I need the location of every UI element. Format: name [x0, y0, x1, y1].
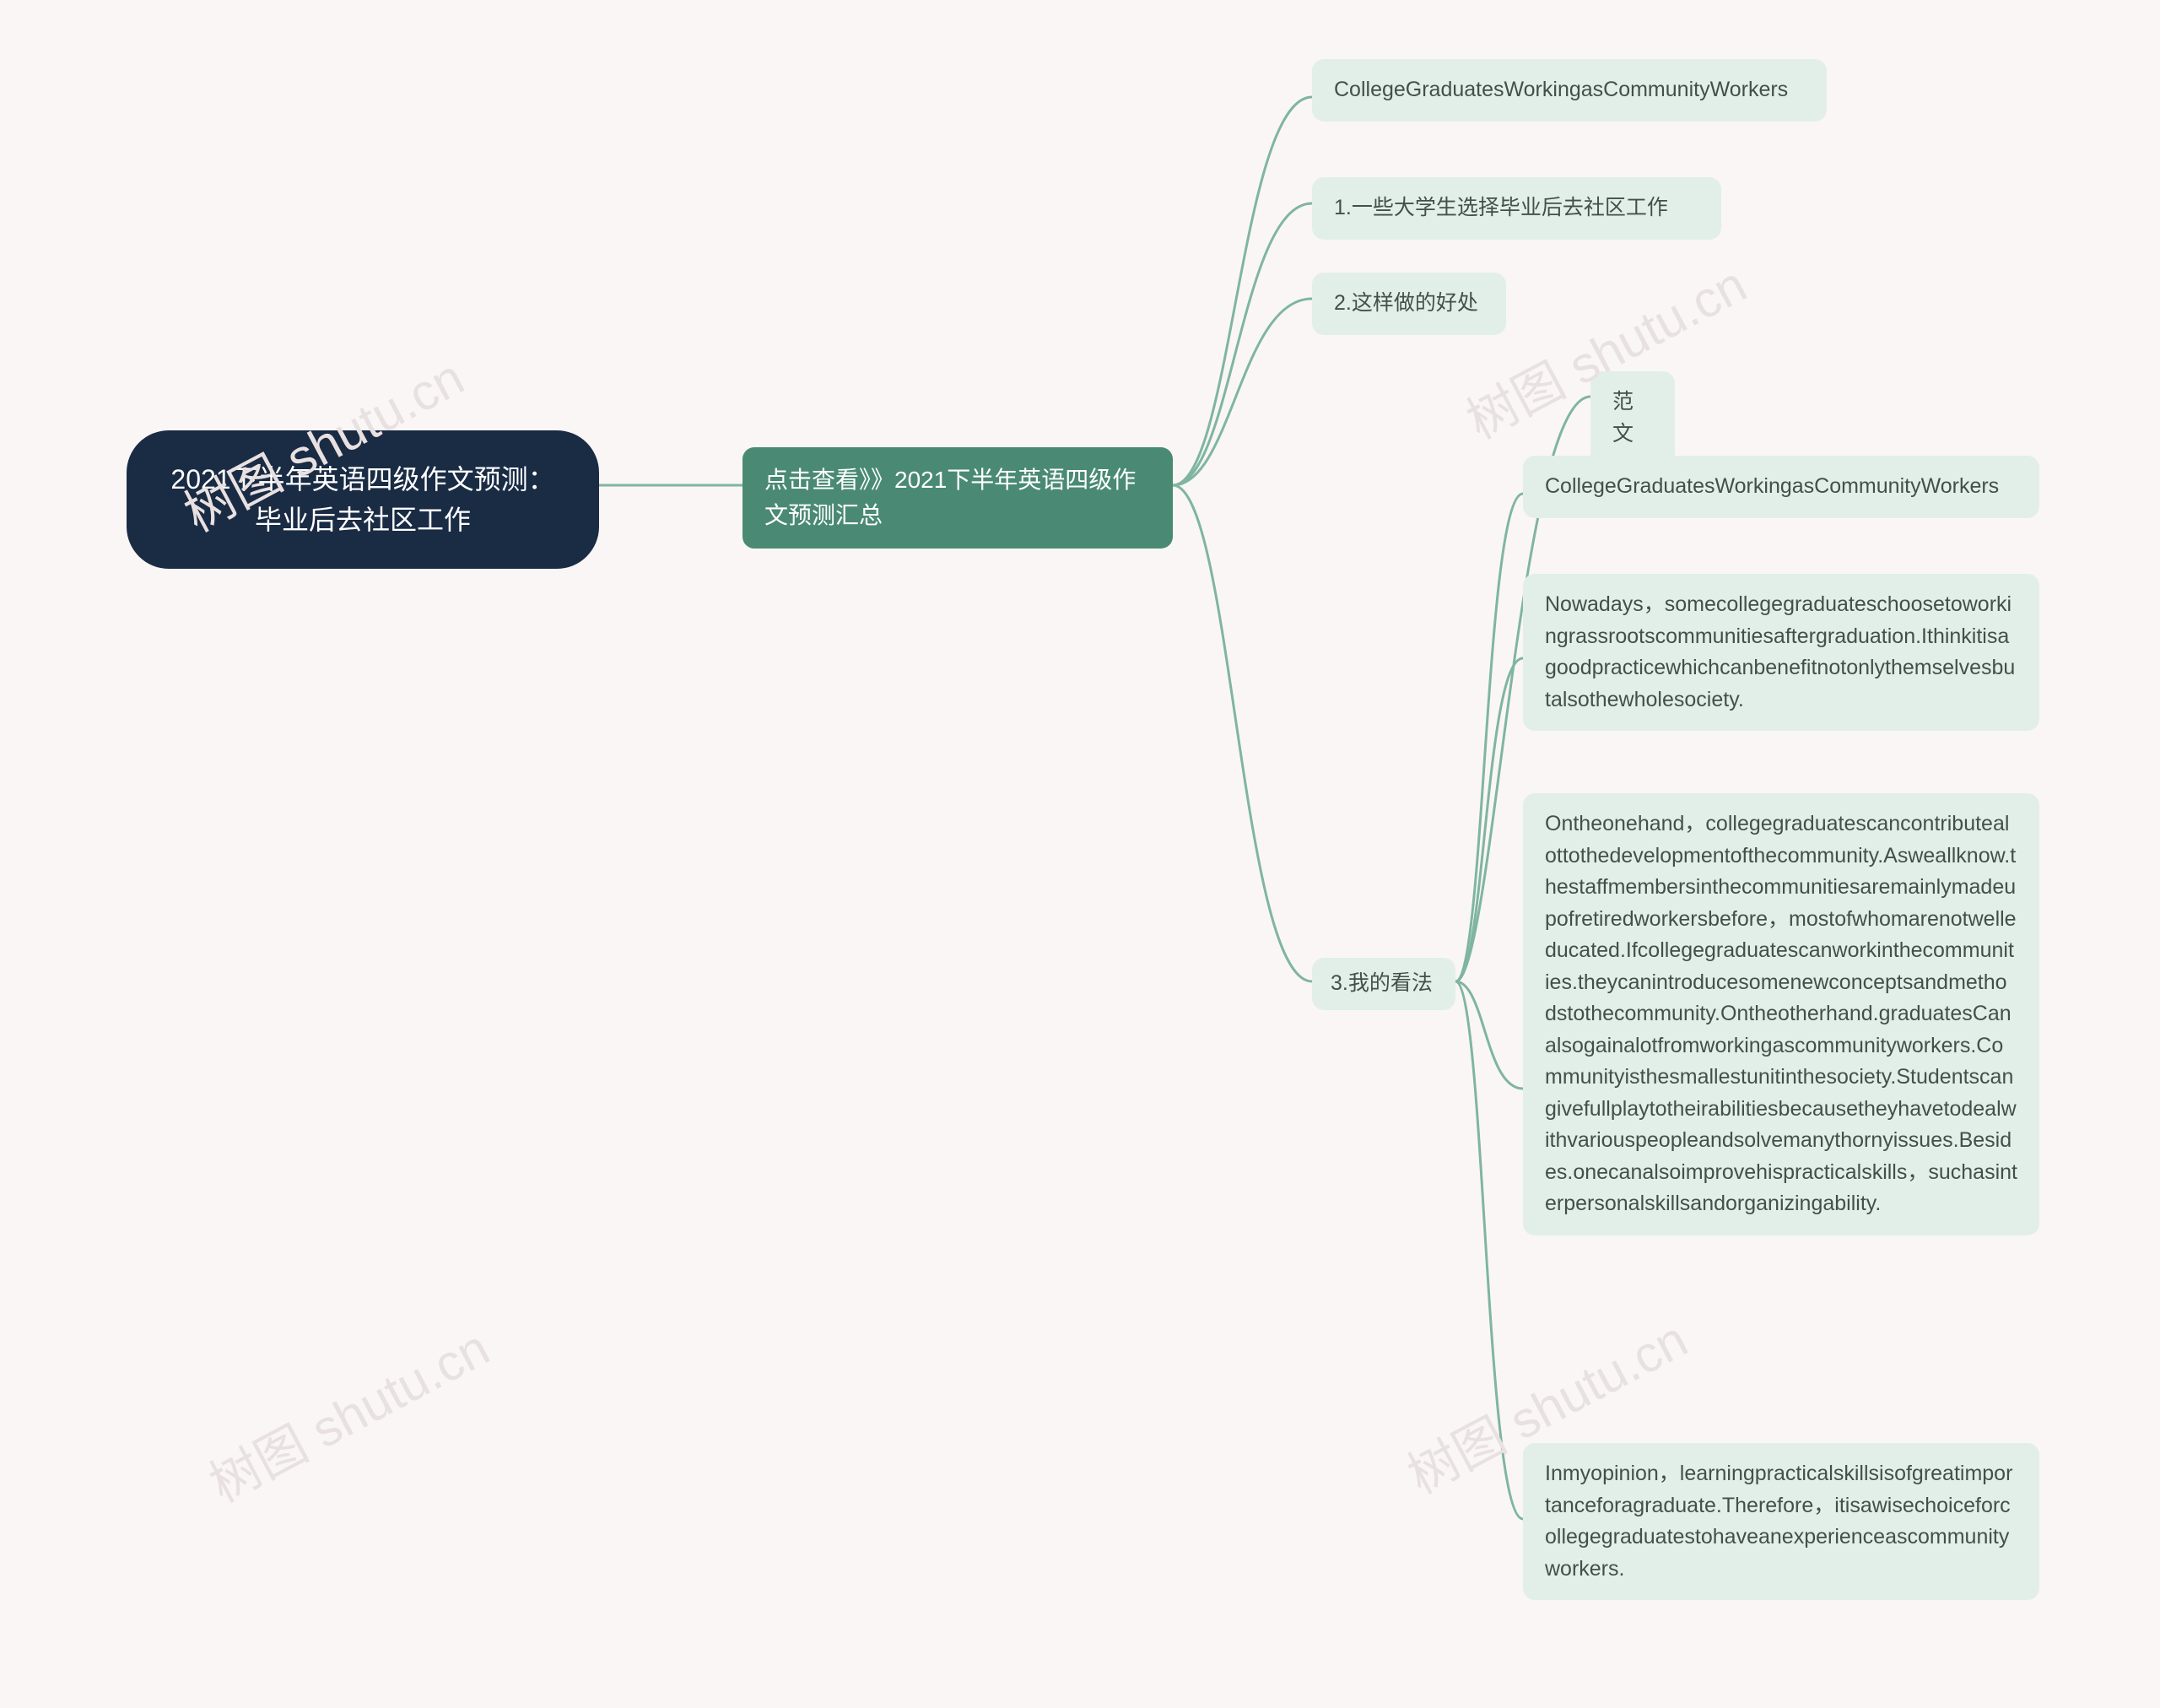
sub-node-summary[interactable]: 点击查看》》2021下半年英语四级作文预测汇总 — [742, 447, 1173, 549]
leaf-point-2[interactable]: 2.这样做的好处 — [1312, 273, 1506, 335]
leaf-title-en[interactable]: CollegeGraduatesWorkingasCommunityWorker… — [1312, 59, 1827, 122]
root-node[interactable]: 2021下半年英语四级作文预测：毕业后去社区工作 — [127, 430, 599, 569]
leaf-essay-conclusion[interactable]: Inmyopinion，learningpracticalskillsisofg… — [1523, 1443, 2039, 1600]
leaf-essay-title[interactable]: CollegeGraduatesWorkingasCommunityWorker… — [1523, 456, 2039, 518]
leaf-essay-body[interactable]: Ontheonehand，collegegraduatescancontribu… — [1523, 793, 2039, 1235]
leaf-point-1[interactable]: 1.一些大学生选择毕业后去社区工作 — [1312, 177, 1721, 240]
leaf-fanwen[interactable]: 范文 — [1590, 371, 1675, 465]
branch-point-3[interactable]: 3.我的看法 — [1312, 958, 1455, 1010]
watermark: 树图 shutu.cn — [195, 1308, 500, 1516]
mindmap-canvas: 2021下半年英语四级作文预测：毕业后去社区工作 点击查看》》2021下半年英语… — [0, 0, 2160, 1708]
leaf-essay-intro[interactable]: Nowadays，somecollegegraduateschoosetowor… — [1523, 574, 2039, 731]
